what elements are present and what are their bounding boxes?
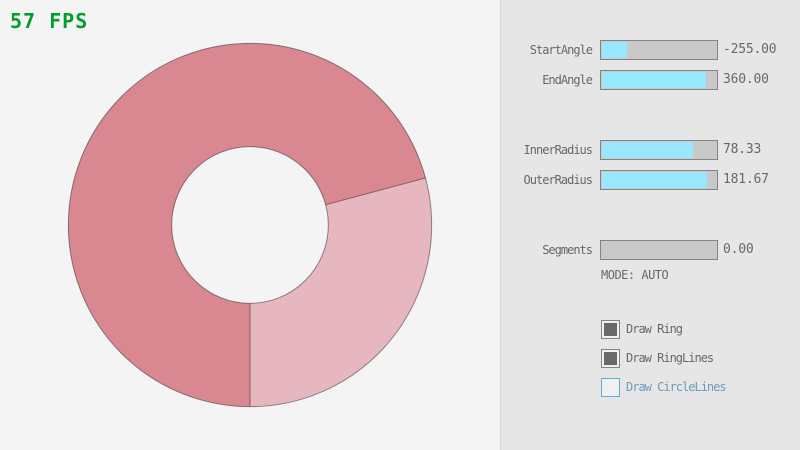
slider-row-segments: Segments 0.00 xyxy=(501,240,800,260)
checkbox-draw-ring[interactable] xyxy=(601,320,620,339)
mode-label: MODE: AUTO xyxy=(601,268,669,282)
fps-counter: 57 FPS xyxy=(10,9,89,33)
slider-label: StartAngle xyxy=(529,43,593,57)
slider-value: 181.67 xyxy=(723,172,769,187)
ring-outline-outer xyxy=(67,42,433,408)
slider-row-innerradius: InnerRadius 78.33 xyxy=(501,140,800,160)
checkbox-label: Draw Ring xyxy=(626,322,683,336)
slider-value: 0.00 xyxy=(723,242,754,257)
ring-fill-double xyxy=(68,43,426,407)
slider-fill xyxy=(602,142,693,158)
checkbox-label: Draw RingLines xyxy=(626,351,714,365)
slider-label: OuterRadius xyxy=(523,173,593,187)
slider-segments[interactable] xyxy=(600,240,718,260)
slider-fill xyxy=(602,72,707,88)
ring-chart xyxy=(67,42,433,408)
slider-endangle[interactable] xyxy=(600,70,718,90)
control-panel: StartAngle -255.00 EndAngle 360.00 Inner… xyxy=(500,0,800,450)
slider-row-endangle: EndAngle 360.00 xyxy=(501,70,800,90)
slider-row-startangle: StartAngle -255.00 xyxy=(501,40,800,60)
slider-fill xyxy=(602,172,708,188)
slider-value: 360.00 xyxy=(723,72,769,87)
checkbox-draw-ringlines[interactable] xyxy=(601,349,620,368)
slider-value: 78.33 xyxy=(723,142,762,157)
checkmark-fill xyxy=(604,323,617,336)
checkbox-label: Draw CircleLines xyxy=(626,380,727,394)
slider-row-outerradius: OuterRadius 181.67 xyxy=(501,170,800,190)
slider-label: EndAngle xyxy=(542,73,593,87)
ring-outline-inner xyxy=(171,146,329,304)
slider-label: Segments xyxy=(542,243,593,257)
slider-innerradius[interactable] xyxy=(600,140,718,160)
slider-value: -255.00 xyxy=(723,42,777,57)
ring-boundary-lines xyxy=(249,177,426,407)
slider-outerradius[interactable] xyxy=(600,170,718,190)
slider-startangle[interactable] xyxy=(600,40,718,60)
checkmark-fill xyxy=(604,352,617,365)
checkbox-draw-circlelines[interactable] xyxy=(601,378,620,397)
slider-label: InnerRadius xyxy=(523,143,593,157)
slider-fill xyxy=(602,42,628,58)
ring-fill-single xyxy=(250,177,432,407)
